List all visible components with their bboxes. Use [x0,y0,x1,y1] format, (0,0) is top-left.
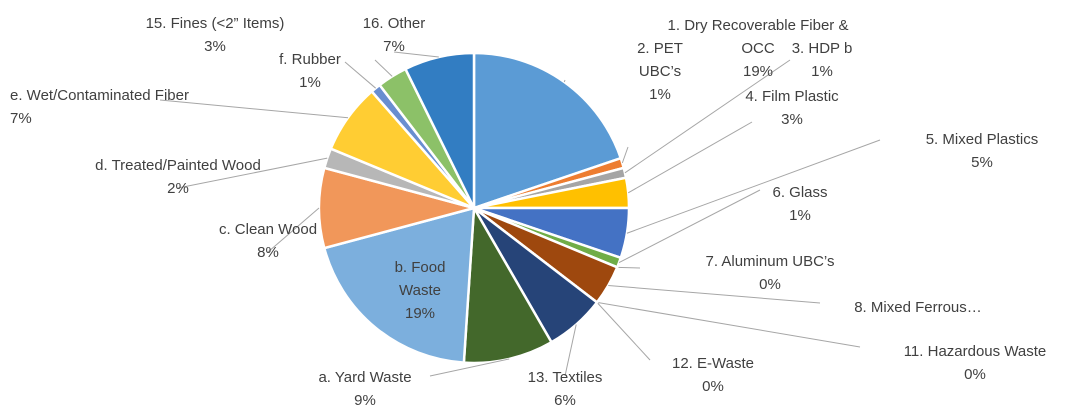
leader-line [344,61,376,89]
inside-label: b. Food Waste [394,259,446,299]
slice-label: 6. Glass [772,184,828,201]
value-label: 1% [299,74,321,91]
slice-label: 4. Film Plastic [745,88,839,105]
value-label: 9% [354,392,376,405]
value-label: 1% [649,86,671,103]
slice-label: 12. E-Waste [672,355,754,372]
slice-label: 15. Fines (<2” Items) [145,15,285,32]
pie-slice [322,206,476,364]
leader-line [564,324,577,377]
value-label: 19% [742,63,774,80]
value-label: 1% [811,63,833,80]
slice-label: d. Treated/Painted Wood [95,157,261,174]
slice-label: 2. PET UBC’s [637,40,683,80]
slice-label: f. Rubber [279,51,341,68]
value-label: 6% [554,392,576,405]
value-label: 3% [204,38,226,55]
leader-line [628,121,753,194]
leader-line [393,51,439,58]
leader-line [374,59,393,77]
leader-line [159,99,349,119]
value-label: 7% [383,38,405,55]
slice-label: a. Yard Waste [318,369,412,386]
slice-label: c. Clean Wood [218,221,318,238]
leader-line [596,302,651,361]
value-label: 8% [257,244,279,261]
leader-line [626,139,881,234]
value-label: 7% [10,110,32,127]
slice-label: e. Wet/Contaminated Fiber [10,87,189,104]
value-label: 0% [964,366,986,383]
slice-label: 13. Textiles [527,369,603,386]
leader-line [429,358,510,377]
leader-line [624,59,791,174]
value-label: 3% [781,111,803,128]
leader-line [608,285,821,304]
leader-line [621,146,629,164]
value-label: 19% [404,305,436,322]
pie-slice [472,51,623,210]
slice-label: 16. Other [362,15,426,32]
value-label: 0% [702,378,724,395]
slice-label: 11. Hazardous Waste [903,343,1047,360]
value-label: 2% [167,180,189,197]
leader-line [617,266,641,269]
leader-line [177,157,328,189]
slice-label: 1. Dry Recoverable Fiber & OCC [667,17,849,57]
leader-line [596,301,861,348]
leader-line [267,207,320,253]
leader-line [618,189,761,264]
slice-label: 8. Mixed Ferrous… [854,299,982,316]
value-label: 5% [971,154,993,171]
value-label: 0% [759,276,781,293]
slice-label: 5. Mixed Plastics [925,131,1039,148]
slice-label: 7. Aluminum UBC’s [705,253,835,270]
pie-slice [403,51,476,209]
leader-line [563,79,566,83]
value-label: 1% [789,207,811,224]
slice-label: 3. HDP b [791,40,853,57]
